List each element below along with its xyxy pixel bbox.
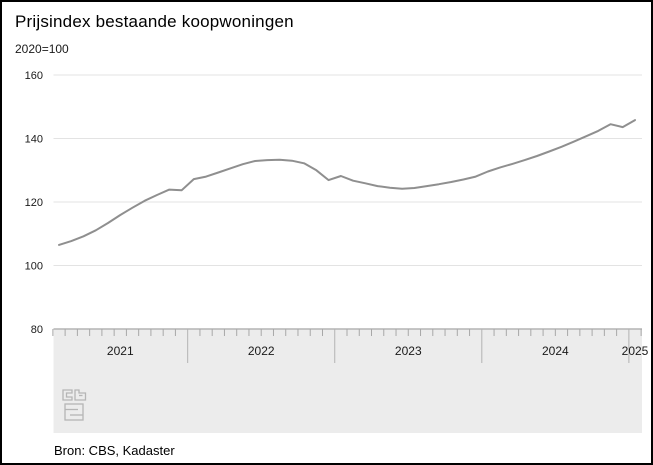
year-label: 2023 bbox=[395, 344, 422, 358]
axis-band bbox=[53, 329, 642, 433]
y-axis-tick-label: 100 bbox=[25, 261, 43, 273]
source-caption: Bron: CBS, Kadaster bbox=[54, 443, 175, 458]
chart-title: Prijsindex bestaande koopwoningen bbox=[15, 12, 294, 31]
year-label: 2022 bbox=[248, 344, 275, 358]
year-label: 2025 bbox=[622, 344, 649, 358]
year-label: 2021 bbox=[107, 344, 134, 358]
price-index-line bbox=[58, 119, 636, 246]
year-label: 2024 bbox=[542, 344, 569, 358]
y-axis-tick-label: 120 bbox=[25, 197, 43, 209]
chart-unit-note: 2020=100 bbox=[15, 42, 69, 56]
y-axis-tick-label: 80 bbox=[31, 324, 43, 336]
y-axis-tick-label: 140 bbox=[25, 134, 43, 146]
y-axis-tick-label: 160 bbox=[25, 70, 43, 82]
cbs-logo-icon bbox=[62, 389, 87, 421]
